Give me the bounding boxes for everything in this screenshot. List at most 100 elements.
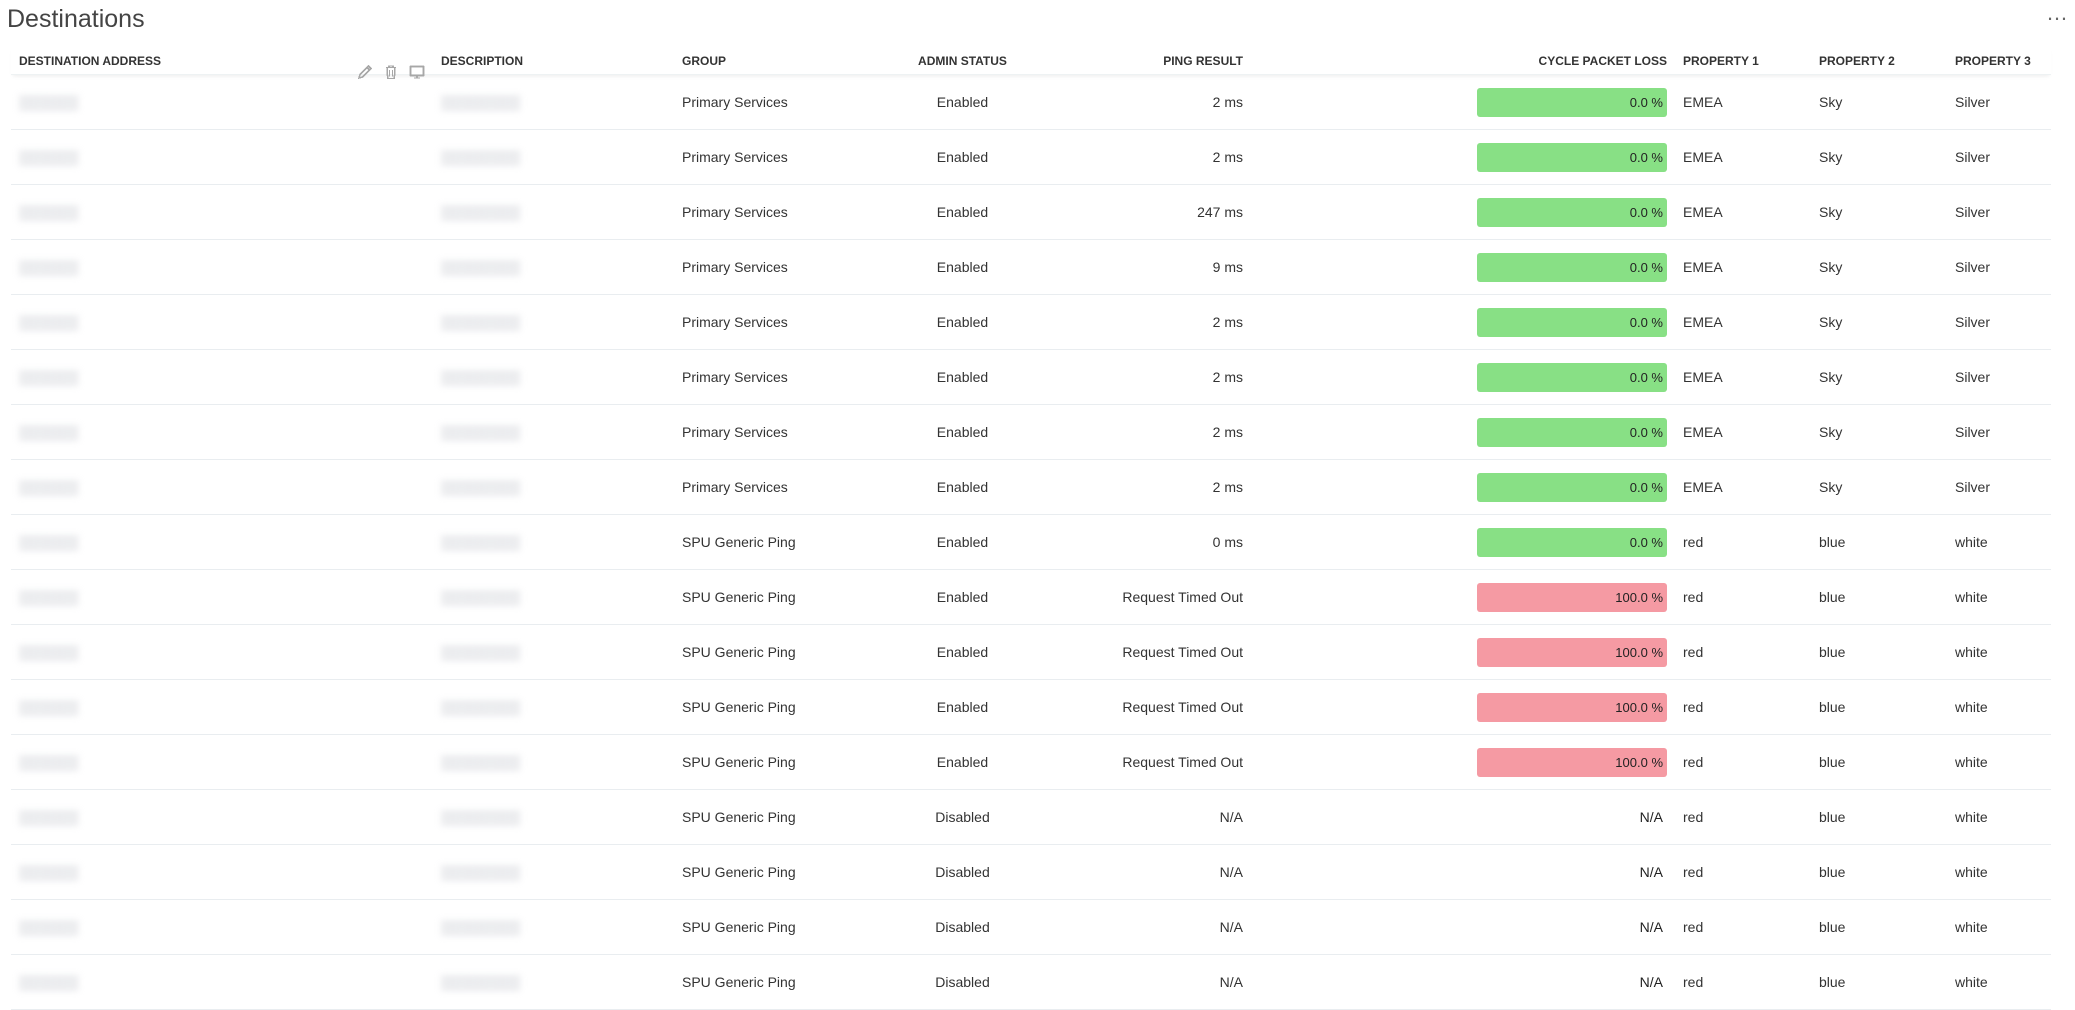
property-3-cell: white	[1947, 789, 2051, 845]
property-2-cell: blue	[1811, 569, 1947, 625]
pencil-icon[interactable]	[357, 64, 373, 80]
packet-loss-bar: 100.0 %	[1477, 582, 1667, 612]
description-cell: ▒▒▒▒▒▒▒▒	[433, 734, 674, 790]
column-header-property-1[interactable]: PROPERTY 1	[1675, 47, 1811, 75]
description-cell: ▒▒▒▒▒▒▒▒	[433, 624, 674, 680]
description-redacted: ▒▒▒▒▒▒▒▒	[441, 919, 521, 935]
table-row[interactable]: ▒▒▒▒▒▒ ▒▒▒▒▒▒▒▒ SPU Generic Ping Enabled…	[11, 65, 2051, 625]
group-cell: SPU Generic Ping	[674, 844, 892, 900]
ping-result-cell: 9 ms	[1033, 239, 1251, 295]
destination-address-cell: ▒▒▒▒▒▒	[11, 65, 433, 1010]
destination-address-redacted: ▒▒▒▒▒▒	[19, 589, 79, 605]
column-header-destination-address[interactable]: DESTINATION ADDRESS	[11, 47, 433, 75]
destination-address-cell: ▒▒▒▒▒▒	[11, 65, 433, 130]
table-row[interactable]: ▒▒▒▒▒▒ ▒▒▒▒▒▒▒▒ Primary Services Enabled…	[11, 65, 2051, 295]
property-3-cell: white	[1947, 679, 2051, 735]
ping-result-cell: 2 ms	[1033, 74, 1251, 130]
table-row[interactable]: ▒▒▒▒▒▒ ▒▒▒▒▒▒▒▒ SPU Generic Ping Enabled…	[11, 65, 2051, 790]
property-3-cell: Silver	[1947, 74, 2051, 130]
table-row[interactable]: ▒▒▒▒▒▒ ▒▒▒▒▒▒▒▒ Primary Services Enabled…	[11, 65, 2051, 350]
ping-result-cell: 2 ms	[1033, 129, 1251, 185]
admin-status-cell: Enabled	[892, 734, 1033, 790]
description-redacted: ▒▒▒▒▒▒▒▒	[441, 534, 521, 550]
property-3-cell: Silver	[1947, 129, 2051, 185]
column-header-property-2[interactable]: PROPERTY 2	[1811, 47, 1947, 75]
property-2-cell: blue	[1811, 899, 1947, 955]
property-3-cell: white	[1947, 899, 2051, 955]
admin-status-cell: Enabled	[892, 514, 1033, 570]
ping-result-cell: 2 ms	[1033, 404, 1251, 460]
admin-status-cell: Enabled	[892, 624, 1033, 680]
property-1-cell: EMEA	[1675, 349, 1811, 405]
destination-address-redacted: ▒▒▒▒▒▒	[19, 369, 79, 385]
destination-address-redacted: ▒▒▒▒▒▒	[19, 94, 79, 110]
packet-loss-cell: 0.0 %	[1251, 349, 1675, 405]
group-cell: Primary Services	[674, 404, 892, 460]
ping-result-cell: 0 ms	[1033, 514, 1251, 570]
column-header-group[interactable]: GROUP	[674, 47, 892, 75]
property-2-cell: blue	[1811, 679, 1947, 735]
packet-loss-cell: 0.0 %	[1251, 459, 1675, 515]
packet-loss-bar: 0.0 %	[1477, 527, 1667, 557]
column-header-ping-result[interactable]: PING RESULT	[1033, 47, 1251, 75]
table-row[interactable]: ▒▒▒▒▒▒ ▒▒▒▒▒▒▒▒ Primary Services Enabled…	[11, 65, 2051, 240]
more-options-icon[interactable]: …	[2046, 0, 2069, 25]
destination-address-cell: ▒▒▒▒▒▒	[11, 65, 433, 295]
table-row[interactable]: ▒▒▒▒▒▒ ▒▒▒▒▒▒▒▒ Primary Services Enabled…	[11, 65, 2051, 185]
packet-loss-cell: 100.0 %	[1251, 734, 1675, 790]
table-row[interactable]: ▒▒▒▒▒▒ ▒▒▒▒▒▒▒▒ SPU Generic Ping Disable…	[11, 65, 2051, 1010]
table-row[interactable]: ▒▒▒▒▒▒ ▒▒▒▒▒▒▒▒ SPU Generic Ping Disable…	[11, 65, 2051, 845]
table-row[interactable]: ▒▒▒▒▒▒ ▒▒▒▒▒▒▒▒ SPU Generic Ping Disable…	[11, 65, 2051, 955]
property-3-cell: white	[1947, 734, 2051, 790]
group-cell: Primary Services	[674, 239, 892, 295]
packet-loss-cell: 0.0 %	[1251, 294, 1675, 350]
table-row[interactable]: ▒▒▒▒▒▒ ▒▒▒▒▒▒▒▒ SPU Generic Ping Enabled…	[11, 65, 2051, 570]
description-redacted: ▒▒▒▒▒▒▒▒	[441, 149, 521, 165]
monitor-icon[interactable]	[409, 64, 425, 80]
description-cell: ▒▒▒▒▒▒▒▒	[433, 679, 674, 735]
property-1-cell: EMEA	[1675, 129, 1811, 185]
column-header-description[interactable]: DESCRIPTION	[433, 47, 674, 75]
description-cell: ▒▒▒▒▒▒▒▒	[433, 459, 674, 515]
table-row[interactable]: ▒▒▒▒▒▒ ▒▒▒▒▒▒▒▒ Primary Services Enabled…	[11, 65, 2051, 460]
packet-loss-value: N/A	[1639, 864, 1663, 880]
group-cell: SPU Generic Ping	[674, 514, 892, 570]
description-redacted: ▒▒▒▒▒▒▒▒	[441, 809, 521, 825]
table-row[interactable]: ▒▒▒▒▒▒ ▒▒▒▒▒▒▒▒ SPU Generic Ping Disable…	[11, 65, 2051, 900]
property-1-cell: EMEA	[1675, 459, 1811, 515]
admin-status-cell: Disabled	[892, 789, 1033, 845]
property-3-cell: Silver	[1947, 239, 2051, 295]
description-cell: ▒▒▒▒▒▒▒▒	[433, 954, 674, 1010]
table-row[interactable]: ▒▒▒▒▒▒ ▒▒▒▒▒▒▒▒ Primary Services Enabled…	[11, 65, 2051, 515]
description-cell: ▒▒▒▒▒▒▒▒	[433, 129, 674, 185]
packet-loss-cell: 0.0 %	[1251, 239, 1675, 295]
table-row[interactable]: ▒▒▒▒▒▒ ▒▒▒▒▒▒▒▒ Primary Services Enabled…	[11, 65, 2051, 405]
description-cell: ▒▒▒▒▒▒▒▒	[433, 294, 674, 350]
destination-address-cell: ▒▒▒▒▒▒	[11, 65, 433, 515]
table-row[interactable]: ▒▒▒▒▒▒ ▒▒▒▒▒▒▒▒ Primary Services Enabled…	[11, 65, 2051, 130]
group-cell: Primary Services	[674, 294, 892, 350]
table-row[interactable]: ▒▒▒▒▒▒ ▒▒▒▒▒▒▒▒ SPU Generic Ping Enabled…	[11, 65, 2051, 680]
property-1-cell: red	[1675, 514, 1811, 570]
destination-address-redacted: ▒▒▒▒▒▒	[19, 479, 79, 495]
description-redacted: ▒▒▒▒▒▒▒▒	[441, 369, 521, 385]
packet-loss-cell: N/A	[1251, 789, 1675, 845]
property-3-cell: Silver	[1947, 294, 2051, 350]
property-1-cell: EMEA	[1675, 239, 1811, 295]
column-header-property-3[interactable]: PROPERTY 3	[1947, 47, 2051, 75]
destination-address-redacted: ▒▒▒▒▒▒	[19, 699, 79, 715]
description-redacted: ▒▒▒▒▒▒▒▒	[441, 479, 521, 495]
property-3-cell: white	[1947, 844, 2051, 900]
packet-loss-cell: N/A	[1251, 844, 1675, 900]
destination-address-redacted: ▒▒▒▒▒▒	[19, 424, 79, 440]
group-cell: SPU Generic Ping	[674, 734, 892, 790]
description-cell: ▒▒▒▒▒▒▒▒	[433, 569, 674, 625]
trash-icon[interactable]	[383, 64, 399, 80]
column-header-admin-status[interactable]: ADMIN STATUS	[892, 47, 1033, 75]
group-cell: Primary Services	[674, 459, 892, 515]
property-1-cell: red	[1675, 679, 1811, 735]
table-row[interactable]: ▒▒▒▒▒▒ ▒▒▒▒▒▒▒▒ SPU Generic Ping Enabled…	[11, 65, 2051, 735]
destination-address-cell: ▒▒▒▒▒▒	[11, 65, 433, 460]
column-header-cycle-packet-loss[interactable]: CYCLE PACKET LOSS	[1251, 47, 1675, 75]
